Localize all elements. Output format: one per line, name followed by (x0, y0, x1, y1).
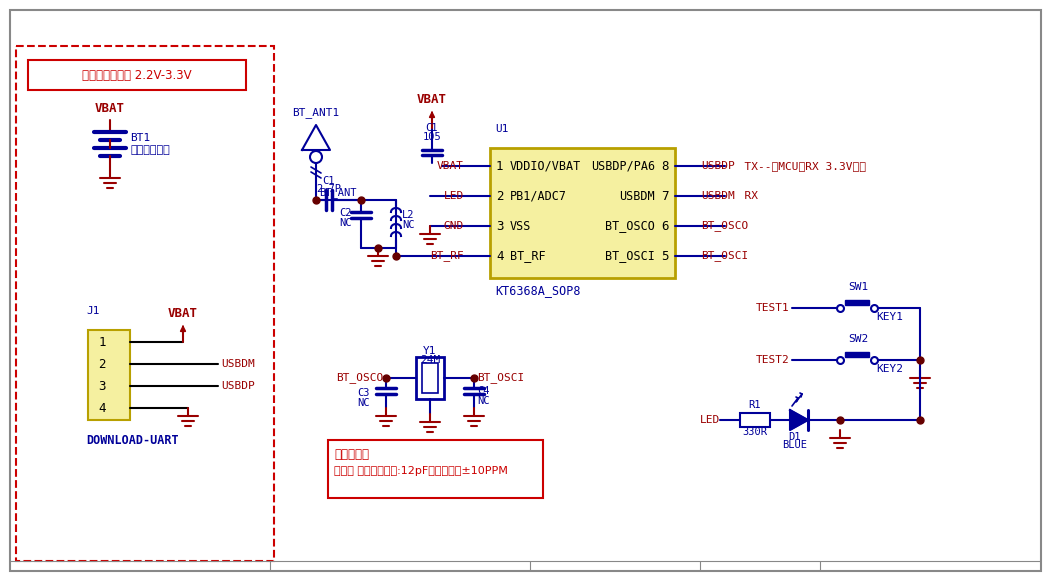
Bar (423, 363, 438, 393)
Text: SW1: SW1 (848, 282, 868, 292)
Text: BT1: BT1 (130, 133, 150, 143)
Text: 1: 1 (98, 335, 106, 349)
Bar (416, 357, 444, 399)
Text: 4: 4 (496, 249, 503, 263)
Bar (28, 60, 246, 90)
Text: 3: 3 (98, 379, 106, 393)
Text: 105: 105 (423, 132, 441, 142)
Text: BT_RF: BT_RF (510, 249, 545, 263)
Text: L2: L2 (401, 210, 414, 220)
Bar (328, 440, 543, 498)
Text: NC: NC (357, 398, 370, 408)
Text: R1: R1 (748, 400, 761, 410)
Text: 330R: 330R (742, 427, 767, 437)
Text: TEST1: TEST1 (757, 303, 790, 313)
Bar (740, 413, 770, 427)
Text: 6: 6 (661, 220, 669, 232)
Text: NC: NC (401, 220, 414, 230)
Text: U1: U1 (495, 124, 509, 134)
Text: DOWNLOAD-UART: DOWNLOAD-UART (86, 434, 179, 447)
Text: VBAT: VBAT (437, 161, 463, 171)
Text: LED: LED (444, 191, 463, 201)
Text: 要求： 负载电容要求:12pF；频率偏差±10PPM: 要求： 负载电容要求:12pF；频率偏差±10PPM (334, 466, 508, 476)
Text: USBDP/PA6: USBDP/PA6 (591, 160, 655, 173)
Text: TEST2: TEST2 (757, 355, 790, 365)
Text: D1: D1 (788, 432, 801, 442)
Text: 24M: 24M (420, 355, 440, 365)
Text: PB1/ADC7: PB1/ADC7 (510, 189, 566, 203)
Text: BT_OSCI: BT_OSCI (701, 250, 748, 261)
Text: VBAT: VBAT (95, 102, 125, 115)
Text: BT_OSCO: BT_OSCO (335, 372, 383, 383)
Text: 2: 2 (98, 357, 106, 371)
Text: 2: 2 (496, 189, 503, 203)
Text: C3: C3 (357, 388, 370, 398)
Text: BLUE: BLUE (783, 440, 807, 450)
Bar (16, 46, 274, 561)
Text: BT_OSCO: BT_OSCO (605, 220, 655, 232)
Text: C4: C4 (477, 386, 490, 396)
Text: USBDM: USBDM (701, 191, 735, 201)
Text: BT_OSCI: BT_OSCI (605, 249, 655, 263)
Bar (88, 330, 130, 420)
Text: VBAT: VBAT (417, 93, 447, 106)
Polygon shape (790, 410, 808, 430)
Text: 2.7P: 2.7P (316, 184, 342, 194)
Text: 4: 4 (98, 401, 106, 414)
Text: C2: C2 (339, 208, 351, 218)
Text: USBDM: USBDM (619, 189, 655, 203)
Text: TX--接MCU的RX 3.3V电平: TX--接MCU的RX 3.3V电平 (731, 161, 866, 171)
Text: VBAT: VBAT (168, 307, 198, 320)
Text: BT_ANT1: BT_ANT1 (292, 107, 339, 118)
Text: 8: 8 (661, 160, 669, 173)
Text: GND: GND (444, 221, 463, 231)
Text: RX: RX (731, 191, 758, 201)
Bar (845, 352, 869, 357)
Text: BT_ANT: BT_ANT (320, 187, 356, 198)
Text: 7: 7 (661, 189, 669, 203)
Text: SW2: SW2 (848, 334, 868, 344)
Text: USBDP: USBDP (701, 161, 735, 171)
Text: BT_OSCO: BT_OSCO (701, 221, 748, 231)
Text: LED: LED (700, 415, 720, 425)
Text: NC: NC (477, 396, 490, 406)
Text: USBDM: USBDM (221, 359, 254, 369)
Text: KEY1: KEY1 (875, 312, 903, 322)
Text: BT_RF: BT_RF (430, 250, 463, 261)
Text: KEY2: KEY2 (875, 364, 903, 374)
Text: J1: J1 (86, 306, 100, 316)
Text: VSS: VSS (510, 220, 532, 232)
Text: Y1: Y1 (424, 346, 437, 356)
Text: VDDIO/VBAT: VDDIO/VBAT (510, 160, 581, 173)
Text: BT_OSCI: BT_OSCI (477, 372, 524, 383)
Text: KT6368A_SOP8: KT6368A_SOP8 (495, 284, 580, 297)
Bar (845, 300, 869, 305)
Text: 3: 3 (496, 220, 503, 232)
Text: 5: 5 (661, 249, 669, 263)
Text: 电源供电范围： 2.2V-3.3V: 电源供电范围： 2.2V-3.3V (82, 69, 192, 81)
Text: 晋振选型：: 晋振选型： (334, 448, 369, 461)
Text: USBDP: USBDP (221, 381, 254, 391)
Text: C1: C1 (426, 123, 438, 133)
Text: C1: C1 (323, 176, 335, 186)
Text: NC: NC (339, 218, 351, 228)
Bar (490, 148, 675, 278)
Text: 1: 1 (496, 160, 503, 173)
Text: 单节纽扣电池: 单节纽扣电池 (130, 145, 170, 155)
